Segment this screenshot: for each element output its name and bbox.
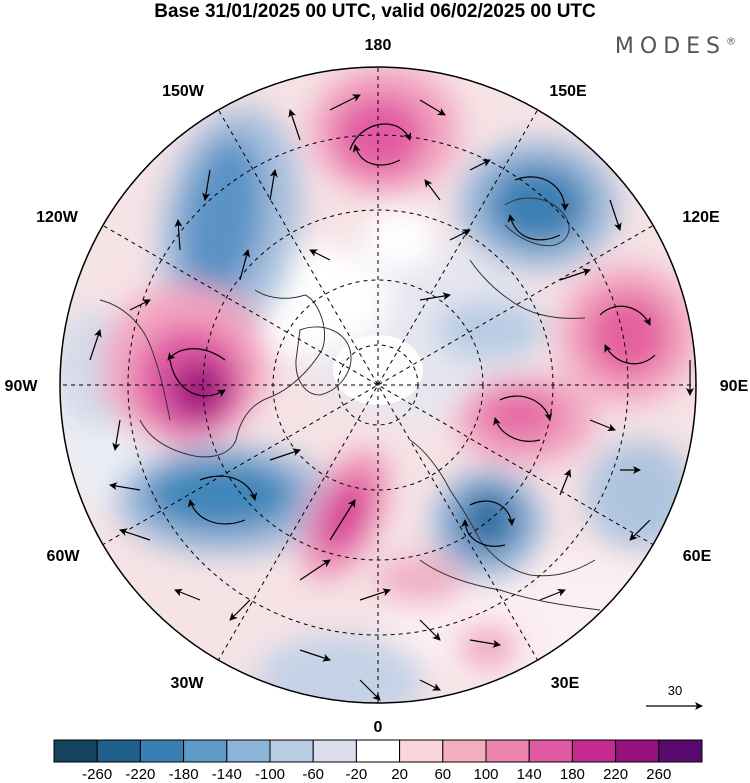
brand-name: MODES — [614, 34, 726, 59]
colorbar-swatch — [269, 739, 314, 763]
colorbar-tick-label: 60 — [434, 766, 451, 783]
colorbar-tick-label: -260 — [82, 766, 112, 783]
reference-vector-label: 30 — [668, 683, 682, 698]
colorbar-swatch — [658, 739, 703, 763]
colorbar-swatch — [571, 739, 617, 763]
lon-label-0: 0 — [374, 719, 383, 736]
anomaly-field — [60, 67, 696, 703]
colorbar-swatch — [53, 739, 98, 763]
colorbar-tick-label: 140 — [517, 766, 542, 783]
colorbar-tick-label: 220 — [603, 766, 628, 783]
colorbar-tick-label: -100 — [255, 766, 285, 783]
lon-label-90w: 90W — [5, 378, 39, 395]
colorbar-tick-label: -180 — [169, 766, 199, 783]
colorbar-swatch — [139, 739, 185, 763]
colorbar-tick-label: 180 — [560, 766, 585, 783]
registered-mark: ® — [726, 36, 736, 48]
colorbar-swatch — [615, 739, 660, 763]
graticule — [60, 67, 696, 703]
colorbar-tick-label: -220 — [125, 766, 155, 783]
colorbar-tick-label: 100 — [473, 766, 498, 783]
colorbar-swatch — [485, 739, 530, 763]
lon-label-120e: 120E — [682, 209, 720, 226]
lon-label-30e: 30E — [551, 675, 580, 692]
map-title: Base 31/01/2025 00 UTC, valid 06/02/2025… — [154, 1, 596, 22]
colorbar-swatch — [442, 739, 487, 763]
colorbar-swatch — [528, 739, 573, 763]
colorbar-tick-label: -60 — [302, 766, 324, 783]
coastlines — [99, 197, 601, 611]
colorbar-swatch — [355, 739, 401, 763]
map-border — [59, 66, 697, 704]
lon-label-30w: 30W — [171, 675, 205, 692]
colorbar: -260 -220 -180 -140 -100 -60 -20 20 60 100 140 180 2… — [53, 739, 703, 783]
colorbar-tick-label: -20 — [346, 766, 368, 783]
modes-logo: MODES® — [615, 34, 736, 59]
lon-label-60e: 60E — [683, 548, 712, 565]
colorbar-swatch — [226, 739, 271, 763]
colorbar-swatch — [183, 739, 228, 763]
lon-label-90e: 90E — [720, 378, 749, 395]
colorbar-tick-label: -140 — [212, 766, 242, 783]
lon-label-60w: 60W — [47, 548, 81, 565]
colorbar-tick-label: 20 — [391, 766, 408, 783]
lon-label-120w: 120W — [36, 209, 79, 226]
lon-label-150e: 150E — [549, 83, 587, 100]
colorbar-swatch — [312, 739, 357, 763]
colorbar-tick-label: 260 — [646, 766, 671, 783]
colorbar-swatch — [96, 739, 141, 763]
colorbar-swatch — [399, 739, 444, 763]
wind-vectors — [84, 94, 694, 701]
lon-label-150w: 150W — [162, 83, 205, 100]
lon-label-180: 180 — [365, 37, 392, 54]
